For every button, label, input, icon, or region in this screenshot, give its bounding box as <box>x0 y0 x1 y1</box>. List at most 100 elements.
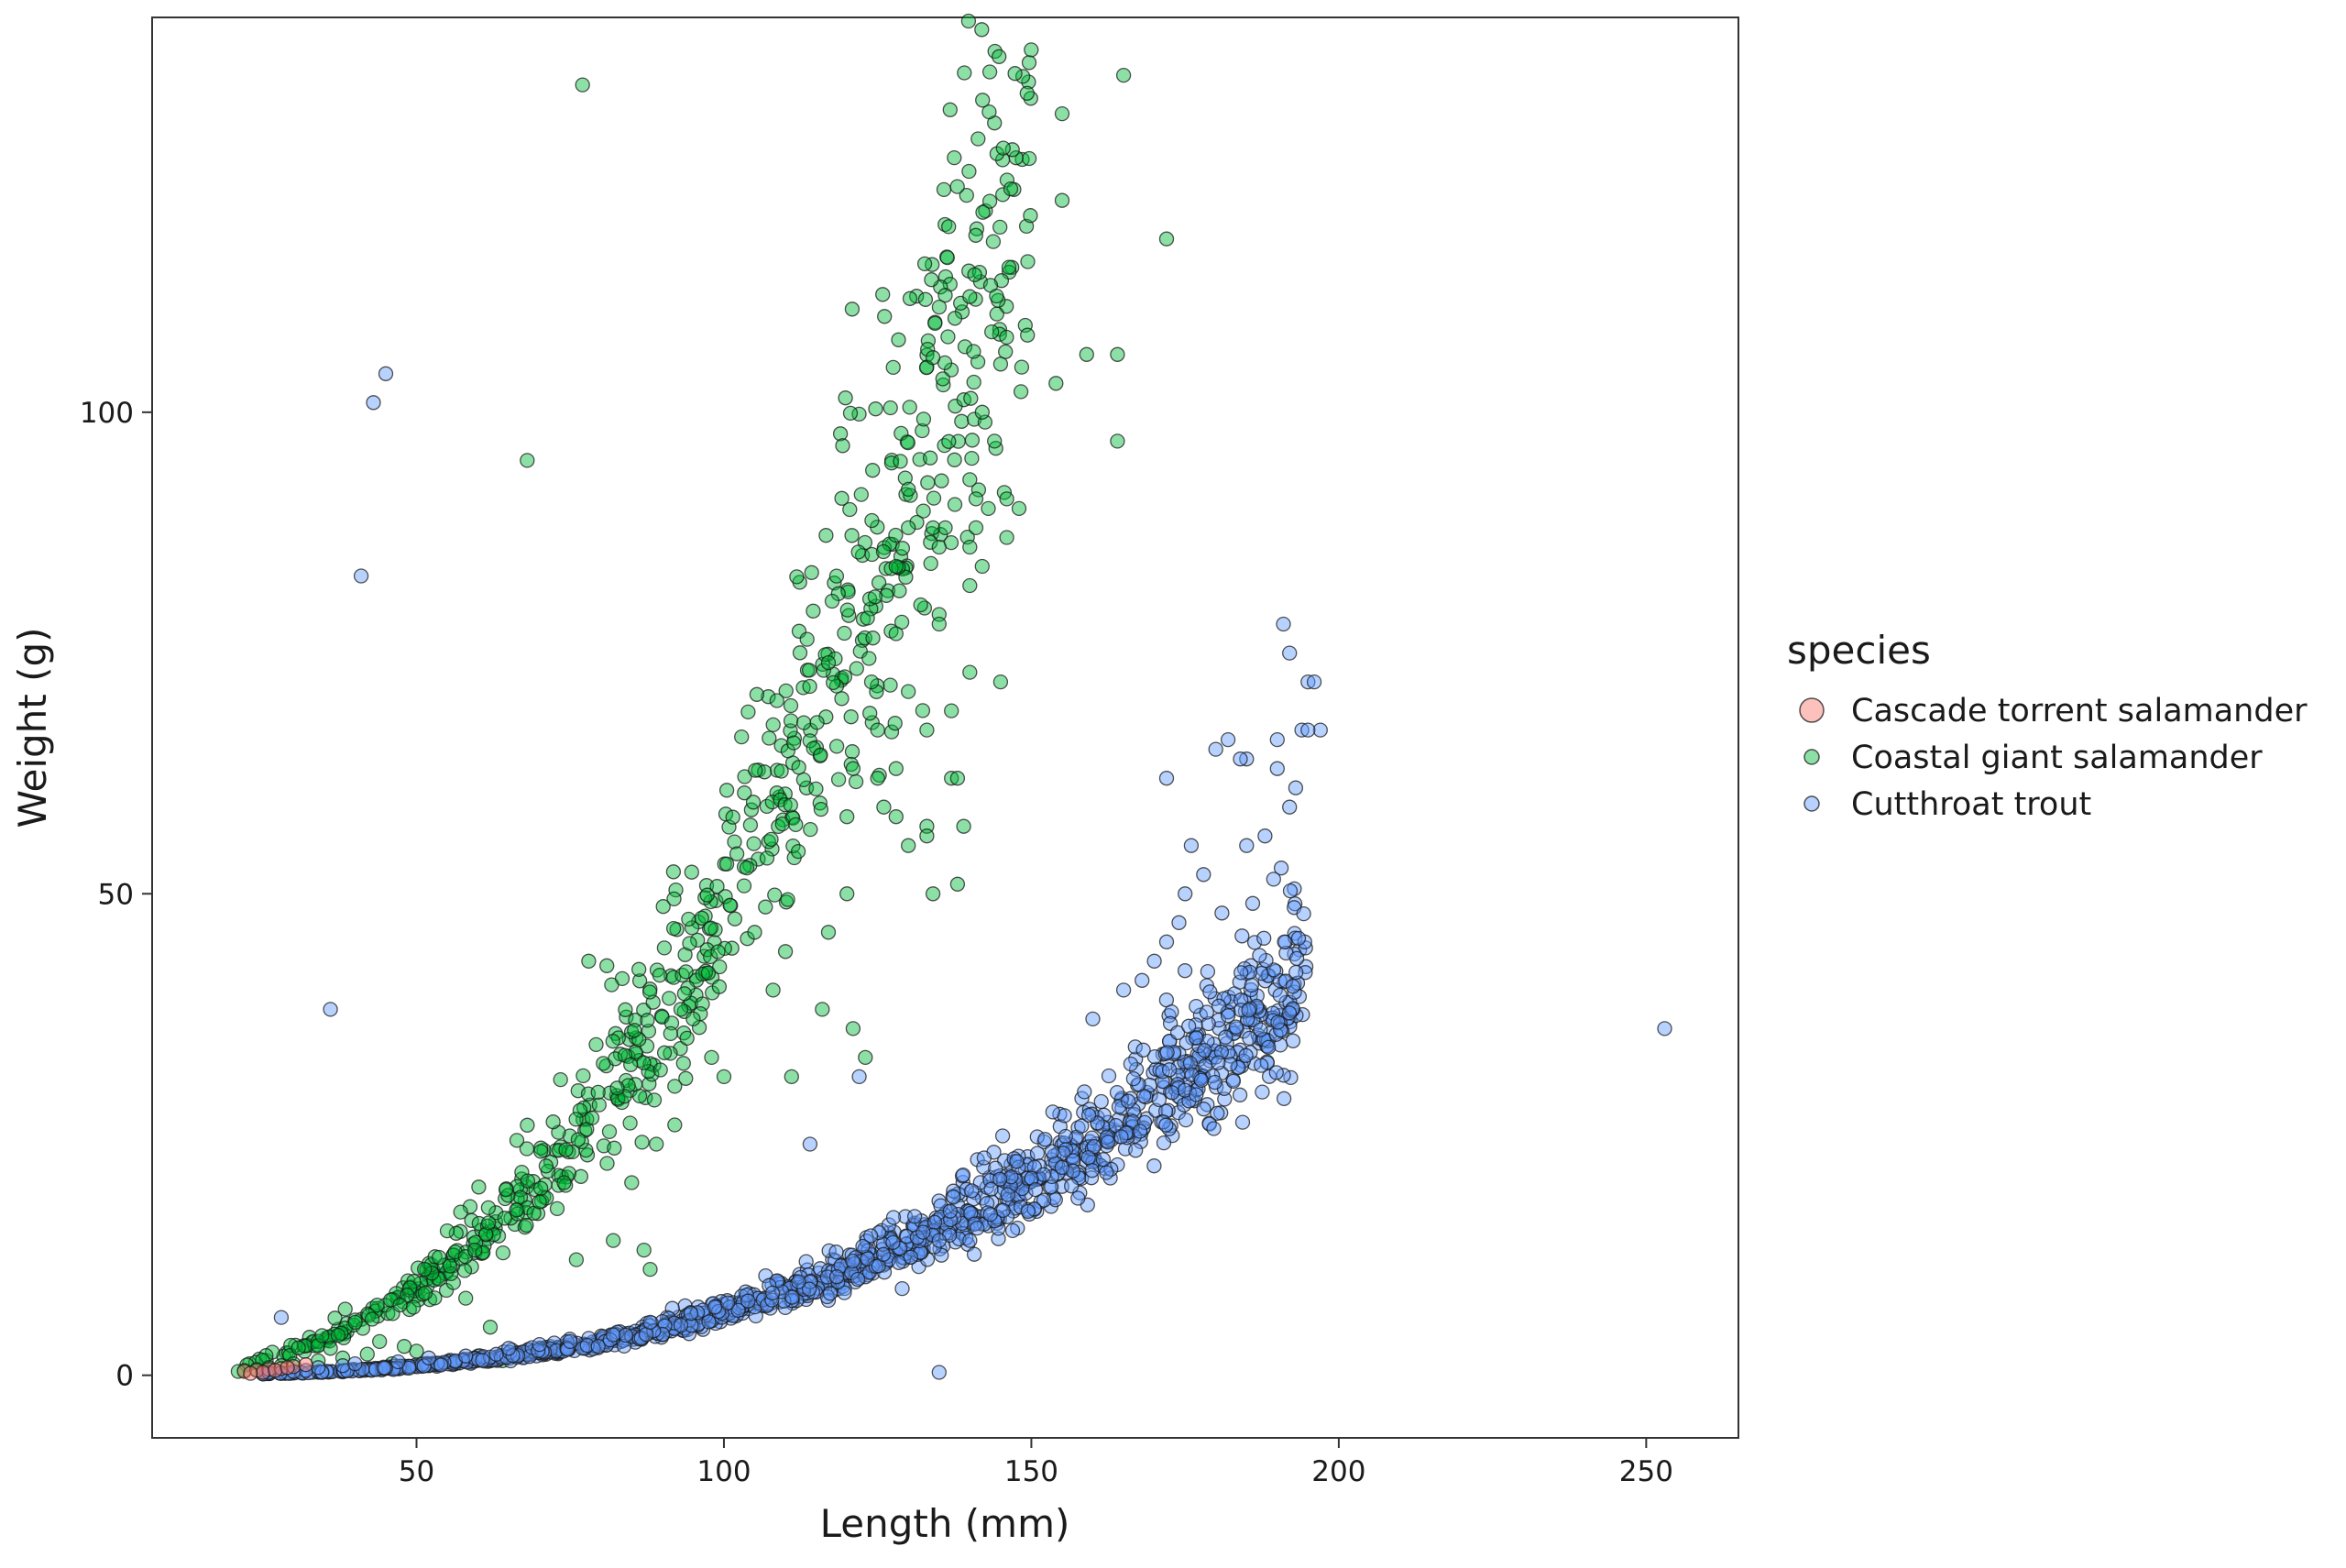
data-point-series-1 <box>392 1297 408 1313</box>
data-point-series-1 <box>622 1115 638 1131</box>
data-point-series-1 <box>940 329 956 345</box>
y-tick-label: 0 <box>115 1360 134 1393</box>
data-point-series-2 <box>1196 867 1211 883</box>
data-point-series-1 <box>443 1266 459 1282</box>
data-point-series-2 <box>1231 1059 1246 1076</box>
data-point-series-1 <box>663 1025 678 1042</box>
data-point-series-2 <box>1128 1061 1145 1078</box>
data-point-series-2 <box>828 1245 844 1260</box>
data-point-series-1 <box>588 1036 604 1053</box>
data-point-series-2 <box>505 1347 521 1364</box>
data-point-series-2 <box>1232 1087 1248 1102</box>
data-point-series-1 <box>623 1057 639 1072</box>
data-point-series-1 <box>802 733 817 749</box>
data-point-series-2 <box>1657 1021 1672 1036</box>
data-point-series-1 <box>703 948 718 965</box>
data-point-series-1 <box>427 1249 443 1265</box>
data-point-series-1 <box>703 920 718 936</box>
data-point-series-1 <box>330 1327 346 1343</box>
data-point-series-2 <box>1111 1099 1127 1114</box>
data-point-series-2 <box>1200 1033 1215 1049</box>
data-point-series-2 <box>730 1302 746 1319</box>
data-point-series-1 <box>962 664 978 680</box>
data-point-series-2 <box>1241 1003 1256 1018</box>
data-point-series-1 <box>828 568 845 584</box>
data-point-series-1 <box>844 528 860 543</box>
data-point-series-1 <box>553 1071 568 1088</box>
data-point-series-1 <box>1008 150 1024 166</box>
data-point-series-1 <box>835 438 850 454</box>
data-point-series-2 <box>488 1346 504 1362</box>
data-point-series-1 <box>936 377 951 393</box>
data-point-series-1 <box>533 1140 549 1156</box>
data-point-series-2 <box>401 1360 417 1376</box>
data-point-series-2 <box>913 1245 928 1260</box>
data-point-series-2 <box>1288 950 1305 967</box>
data-point-series-1 <box>599 958 615 973</box>
data-point-series-1 <box>468 1234 484 1250</box>
data-point-series-1 <box>572 1102 588 1118</box>
data-point-series-1 <box>937 520 953 536</box>
data-point-series-2 <box>1164 1085 1180 1101</box>
data-point-series-2 <box>885 1210 902 1225</box>
data-point-series-1 <box>712 959 728 975</box>
data-point-series-1 <box>828 739 845 754</box>
data-point-series-1 <box>765 717 781 733</box>
data-point-series-0 <box>255 1365 270 1380</box>
data-point-series-1 <box>999 530 1014 545</box>
data-point-series-2 <box>1216 991 1232 1006</box>
data-point-series-1 <box>230 1364 247 1379</box>
data-point-series-1 <box>771 818 786 835</box>
data-point-series-1 <box>1079 346 1094 362</box>
data-point-series-1 <box>607 1140 622 1156</box>
data-point-series-1 <box>987 433 1003 449</box>
data-point-series-1 <box>947 497 963 512</box>
data-point-series-2 <box>500 1341 517 1356</box>
data-point-series-2 <box>1282 799 1298 815</box>
data-point-series-1 <box>636 1055 652 1070</box>
data-point-series-1 <box>618 1002 633 1017</box>
data-point-series-1 <box>970 482 987 498</box>
data-point-series-1 <box>961 163 977 180</box>
data-point-series-2 <box>1036 1192 1052 1208</box>
data-point-series-1 <box>568 1112 584 1127</box>
data-point-series-2 <box>1234 1114 1251 1130</box>
data-point-series-2 <box>1009 1154 1025 1169</box>
data-point-series-1 <box>1110 433 1125 449</box>
data-point-series-1 <box>923 555 938 572</box>
data-point-series-1 <box>931 616 947 632</box>
data-point-series-2 <box>915 1224 931 1240</box>
data-point-series-1 <box>1004 142 1020 158</box>
data-point-series-1 <box>888 761 904 776</box>
data-point-series-1 <box>984 323 1000 340</box>
data-point-series-1 <box>667 1117 683 1133</box>
data-point-series-1 <box>848 773 864 790</box>
data-point-series-1 <box>777 944 794 959</box>
data-point-series-2 <box>845 1253 861 1269</box>
data-point-series-1 <box>514 1164 530 1180</box>
data-point-series-2 <box>1285 1033 1301 1048</box>
data-point-series-1 <box>584 1110 600 1126</box>
data-point-series-1 <box>949 179 965 194</box>
data-point-series-1 <box>838 390 853 406</box>
data-point-series-1 <box>709 879 725 894</box>
data-point-series-2 <box>1222 1057 1238 1072</box>
data-point-series-2 <box>1233 1002 1249 1018</box>
data-point-series-2 <box>966 1246 982 1262</box>
data-point-series-1 <box>901 838 916 853</box>
data-point-series-1 <box>882 400 898 416</box>
data-point-series-1 <box>842 405 859 422</box>
data-point-series-1 <box>791 760 806 775</box>
data-point-series-2 <box>1070 1190 1086 1206</box>
data-point-series-2 <box>1131 1077 1146 1092</box>
data-point-series-2 <box>1177 963 1193 979</box>
data-point-series-2 <box>1282 883 1299 899</box>
data-point-series-1 <box>471 1179 487 1195</box>
data-point-series-1 <box>1007 66 1023 82</box>
data-point-series-2 <box>858 1269 873 1285</box>
data-point-series-1 <box>888 626 904 641</box>
data-point-series-2 <box>1211 1055 1226 1070</box>
data-point-series-1 <box>415 1287 431 1302</box>
data-point-series-2 <box>1197 1043 1212 1058</box>
data-point-series-1 <box>867 589 883 605</box>
